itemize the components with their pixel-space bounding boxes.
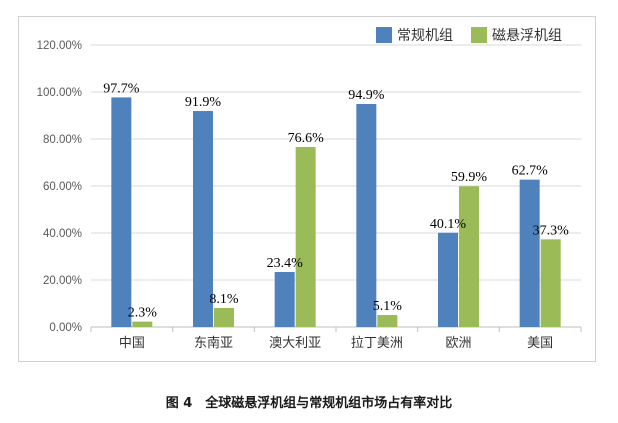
bar	[438, 232, 458, 327]
data-label: 94.9%	[348, 88, 385, 103]
data-label: 59.9%	[451, 170, 488, 185]
data-label: 37.3%	[533, 223, 570, 238]
data-label: 91.9%	[185, 95, 222, 110]
x-tick-label: 拉丁美洲	[351, 336, 403, 351]
gridlines	[91, 44, 581, 281]
bar	[377, 315, 398, 327]
data-label: 8.1%	[209, 292, 239, 307]
bar	[132, 321, 153, 327]
figure-caption: 图 4 全球磁悬浮机组与常规机组市场占有率对比	[165, 396, 453, 411]
x-tick-label: 欧洲	[445, 336, 471, 351]
y-tick-label: 120.00%	[37, 40, 82, 52]
y-tick-label: 80.00%	[43, 134, 82, 146]
bar	[274, 272, 295, 327]
y-tick-label: 20.00%	[43, 275, 82, 287]
legend: 常规机组 磁悬浮机组	[376, 27, 562, 44]
data-labels: 97.7% 91.9% 23.4% 94.9% 40.1% 62.7% 2.3% 8.1% 76…	[103, 81, 569, 320]
x-tick-label: 东南亚	[194, 335, 233, 351]
bars	[111, 97, 561, 327]
bar	[519, 179, 540, 327]
bar	[214, 307, 234, 327]
data-label: 23.4%	[267, 256, 304, 271]
legend-label: 磁悬浮机组	[492, 28, 562, 44]
legend-label: 常规机组	[397, 28, 453, 44]
bar	[193, 111, 213, 327]
data-label: 97.7%	[103, 81, 140, 96]
bar	[111, 97, 132, 327]
bar	[540, 239, 561, 327]
data-label: 62.7%	[512, 164, 549, 179]
x-tick-label: 中国	[119, 336, 145, 351]
legend-swatch	[376, 27, 392, 43]
axes: 0.00% 20.00% 40.00% 60.00% 80.00% 100.00% 120.…	[37, 40, 582, 351]
x-tick-label: 澳大利亚	[269, 335, 321, 351]
y-tick-label: 100.00%	[37, 87, 82, 99]
data-label: 40.1%	[430, 217, 467, 232]
y-tick-label: 0.00%	[49, 322, 82, 334]
bar	[295, 146, 316, 327]
bar	[356, 103, 377, 327]
data-label: 5.1%	[373, 299, 403, 314]
bar	[459, 186, 479, 327]
legend-swatch	[471, 27, 487, 43]
y-tick-label: 60.00%	[43, 181, 82, 193]
data-label: 76.6%	[288, 131, 325, 146]
y-tick-label: 40.00%	[43, 228, 82, 240]
data-label: 2.3%	[128, 306, 158, 321]
chart-frame: 0.00% 20.00% 40.00% 60.00% 80.00% 100.00% 120.…	[18, 16, 596, 362]
bar-chart: 0.00% 20.00% 40.00% 60.00% 80.00% 100.00% 120.…	[37, 27, 582, 351]
x-tick-label: 美国	[527, 336, 553, 351]
